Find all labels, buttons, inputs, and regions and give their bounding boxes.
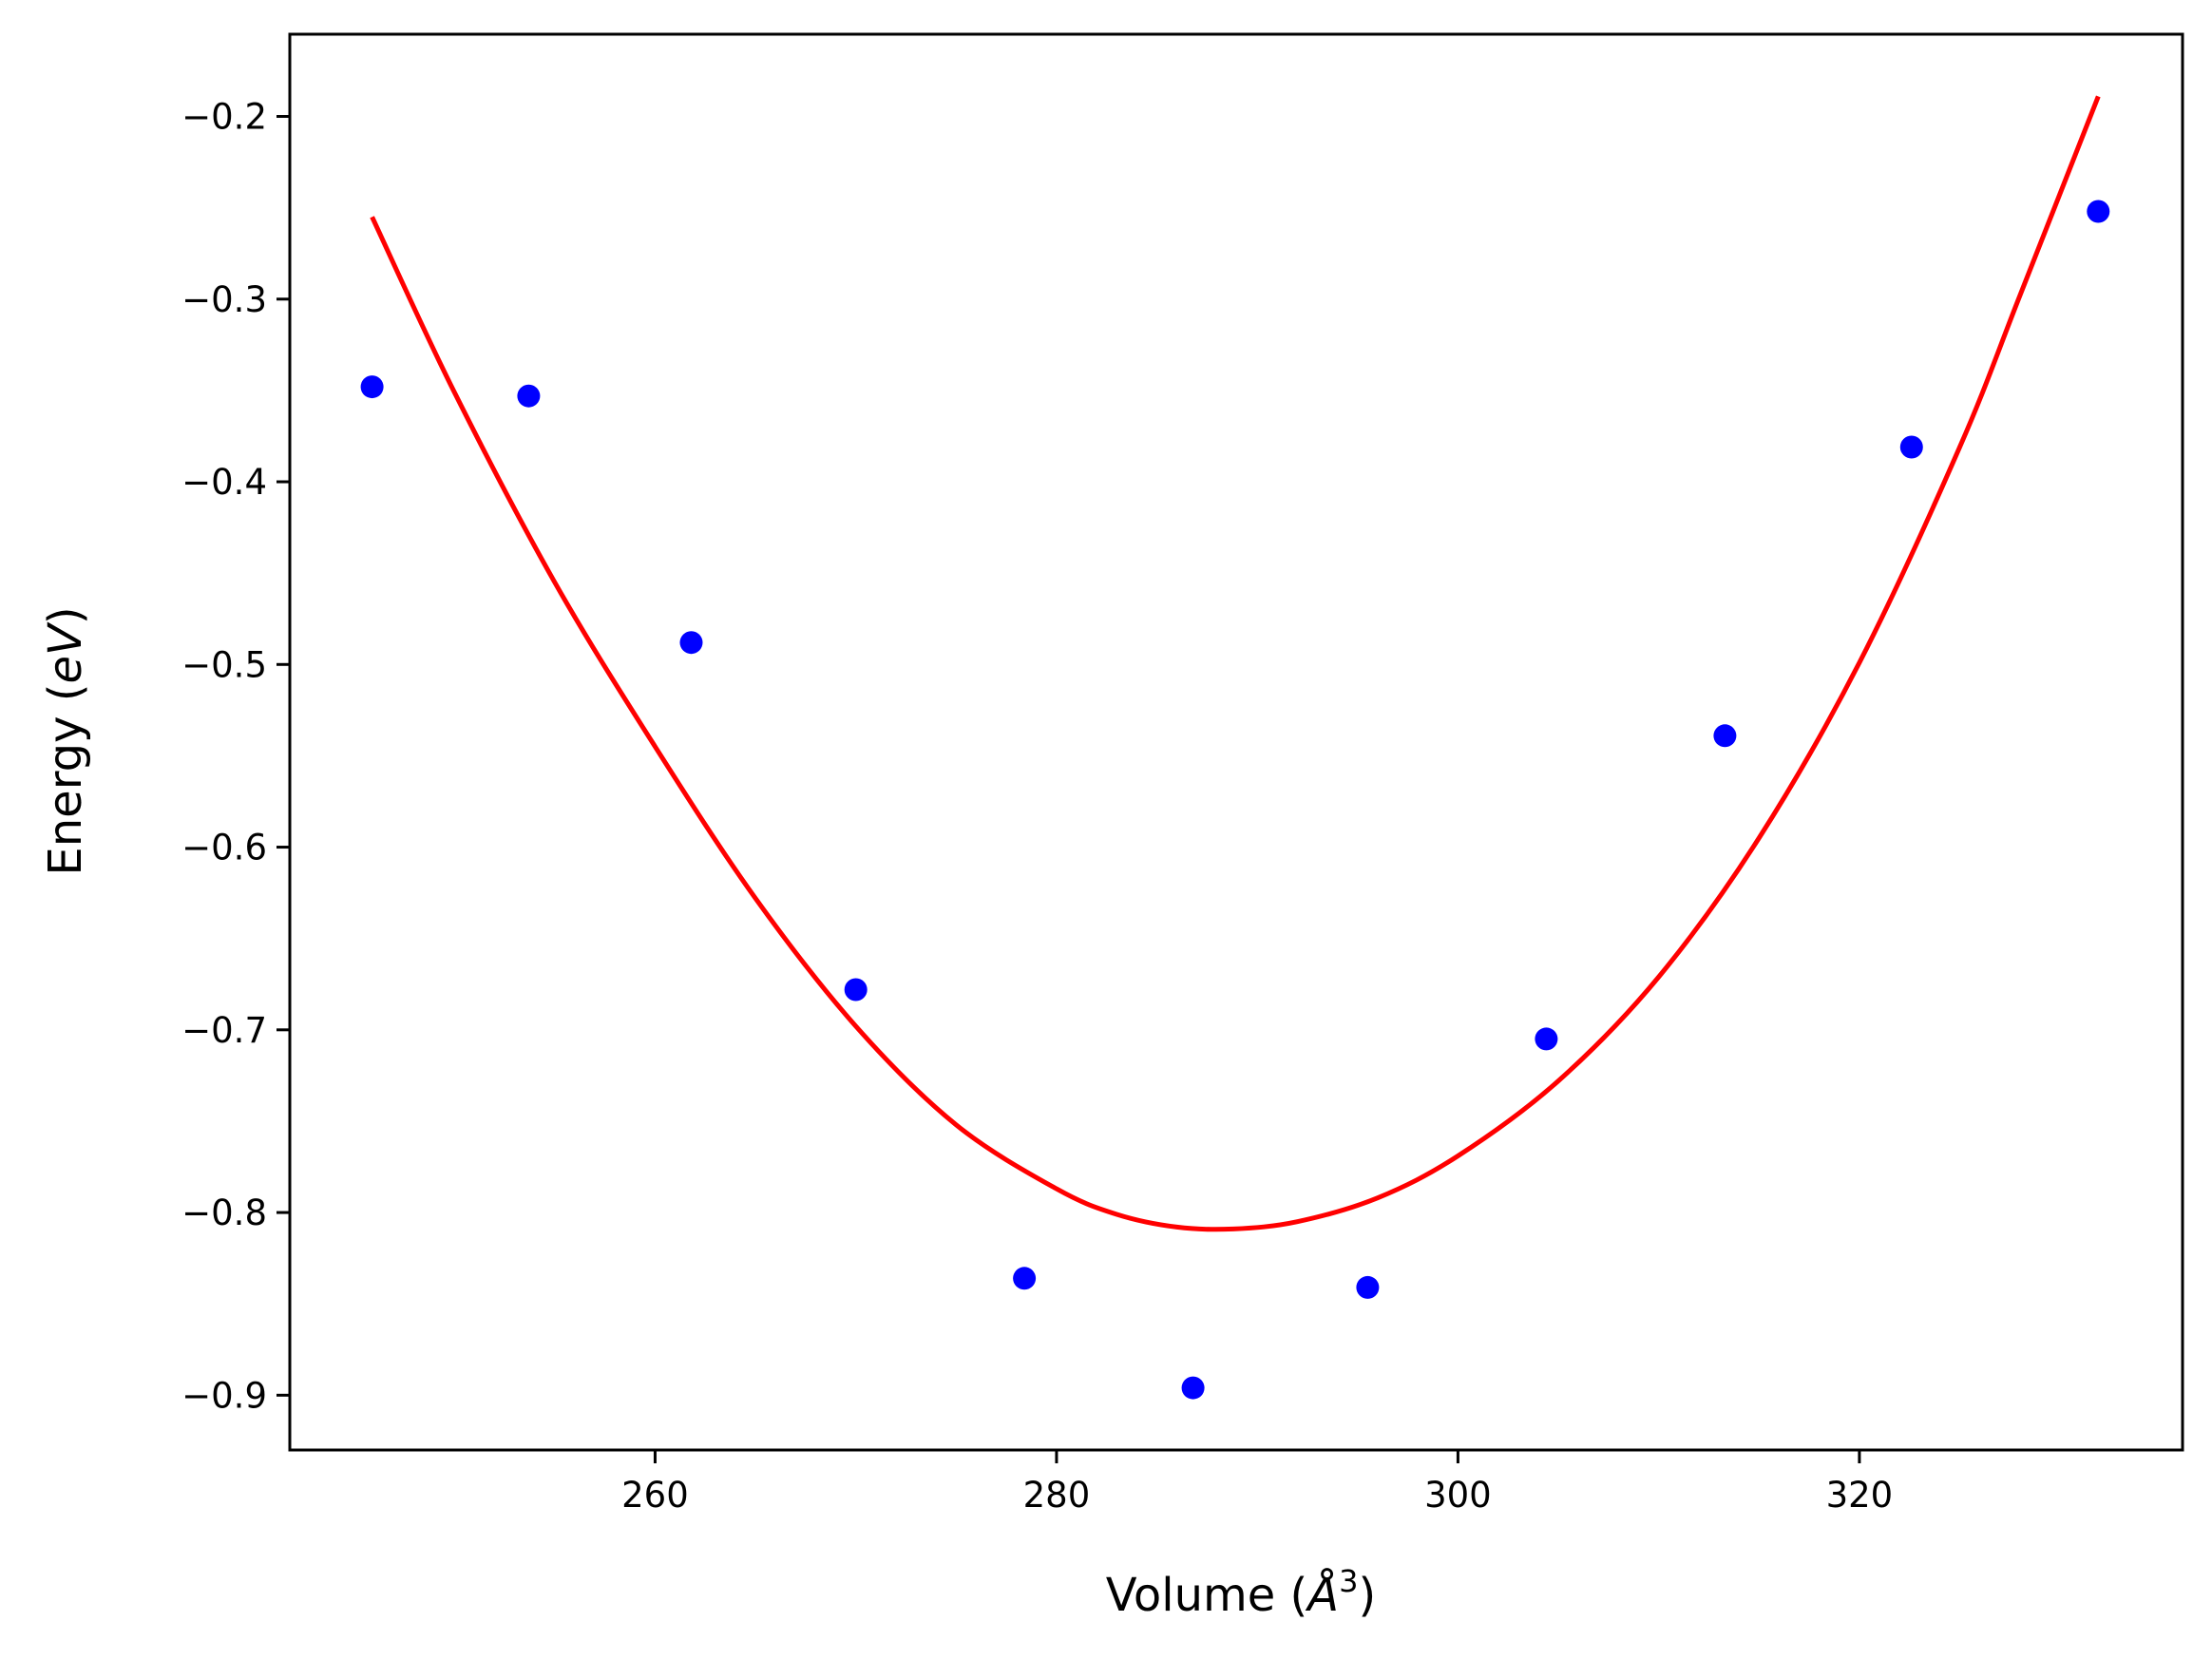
data-point: [1899, 435, 1923, 459]
data-point: [844, 978, 868, 1002]
x-axis-title-suffix: ): [1358, 1569, 1376, 1622]
x-tick-label: 300: [1424, 1475, 1492, 1516]
y-tick-label: −0.8: [181, 1193, 267, 1233]
fit-curve-line: [370, 95, 2101, 1232]
y-tick-label: −0.9: [181, 1375, 267, 1416]
x-axis-title: Volume (Å3): [1106, 1563, 1376, 1622]
x-axis-ticks: 260 280 300 320: [621, 1450, 1893, 1516]
data-point: [2087, 200, 2110, 223]
data-point: [1013, 1267, 1037, 1290]
y-tick-label: −0.3: [181, 279, 267, 320]
y-tick-label: −0.6: [181, 828, 267, 868]
data-point: [360, 375, 384, 399]
x-tick-label: 320: [1826, 1475, 1894, 1516]
data-point: [1535, 1027, 1558, 1051]
x-tick-label: 260: [621, 1475, 689, 1516]
plot-area-frame: [288, 32, 2184, 1452]
fit-curve-layer: [370, 95, 2101, 1232]
x-tick-label: 280: [1023, 1475, 1091, 1516]
data-point: [1356, 1275, 1380, 1299]
x-axis-title-unit: Å: [1305, 1568, 1339, 1622]
y-axis-title: Energy (eV): [39, 606, 92, 875]
y-axis-title-suffix: ): [39, 606, 92, 624]
y-tick-label: −0.2: [181, 97, 267, 138]
x-axis-title-prefix: Volume (: [1106, 1569, 1308, 1622]
data-point: [517, 384, 541, 408]
y-tick-label: −0.7: [181, 1010, 267, 1051]
data-point: [1181, 1376, 1205, 1400]
y-axis-title-prefix: Energy (: [39, 684, 92, 876]
y-tick-label: −0.5: [181, 644, 267, 685]
y-axis-ticks: −0.9 −0.8 −0.7 −0.6 −0.5 −0.4 −0.3 −0.2: [181, 97, 290, 1416]
data-point: [679, 631, 703, 655]
y-tick-label: −0.4: [181, 462, 267, 503]
data-points-layer: [360, 200, 2110, 1400]
x-axis-title-exponent: 3: [1339, 1563, 1358, 1599]
y-axis-title-unit: eV: [39, 621, 92, 684]
data-point: [1713, 724, 1737, 748]
